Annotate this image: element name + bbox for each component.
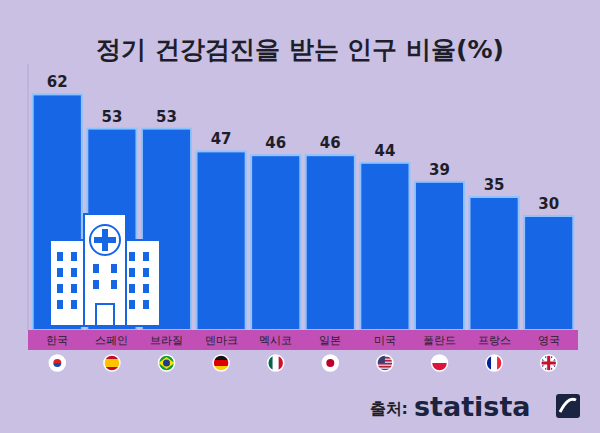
bar: [306, 155, 355, 330]
data-label: 46: [265, 134, 286, 152]
flag-ring: [268, 355, 284, 371]
category-labels: 한국 스페인 브라질 덴마크 멕시코 일본 미국 폴란드 프랑스 영국: [46, 334, 559, 347]
chart: 정기 건강검진을 받는 인구 비율(%) 62 53 53 47 46 46 44 39 35 30…: [0, 0, 600, 433]
category-label: 폴란드: [423, 334, 456, 347]
flag-ring: [49, 355, 65, 371]
data-labels: 62 53 53 47 46 46 44 39 35 30: [47, 73, 559, 213]
flag-ring: [322, 355, 338, 371]
flag: [431, 354, 449, 372]
category-label: 영국: [538, 334, 560, 347]
data-label: 62: [47, 73, 68, 91]
flag-ring: [104, 355, 120, 371]
flag-ring: [377, 355, 393, 371]
flag: [540, 354, 558, 372]
flag: [267, 354, 285, 372]
source: statista: [414, 391, 531, 422]
flag-ring: [541, 355, 557, 371]
category-label: 한국: [46, 334, 68, 347]
hospital-windows: [57, 252, 149, 309]
flag-ring: [486, 355, 502, 371]
flag: [321, 354, 339, 372]
category-label: 미국: [374, 334, 396, 347]
category-label: 일본: [319, 334, 341, 347]
flag-ring: [432, 355, 448, 371]
bar: [360, 163, 409, 330]
flag: [485, 354, 503, 372]
source-label: 출처:: [370, 399, 408, 418]
flag-ring: [159, 355, 175, 371]
flag: [158, 354, 176, 372]
bar: [470, 197, 519, 330]
data-label: 30: [538, 195, 559, 213]
data-label: 53: [101, 108, 122, 126]
flag: [212, 354, 230, 372]
category-label: 브라질: [150, 334, 183, 347]
background: [0, 0, 600, 433]
flag: [103, 354, 121, 372]
data-label: 46: [320, 134, 341, 152]
category-band: [28, 330, 578, 350]
flag-ring: [213, 355, 229, 371]
bar: [251, 155, 300, 330]
category-label: 스페인: [95, 334, 128, 347]
bars: [33, 94, 574, 330]
bar: [197, 151, 246, 330]
title: 정기 건강검진을 받는 인구 비율(%): [96, 35, 504, 64]
value-axis-line: [28, 64, 29, 330]
source-logo: [556, 394, 580, 418]
flag: [48, 354, 66, 372]
data-label: 44: [374, 142, 395, 160]
category-label: 프랑스: [478, 334, 511, 347]
bar: [415, 182, 464, 330]
hospital-door: [96, 304, 114, 326]
data-label: 47: [211, 130, 232, 148]
category-label: 멕시코: [259, 334, 292, 347]
data-label: 53: [156, 108, 177, 126]
data-label: 35: [484, 176, 505, 194]
chart-root: 정기 건강검진을 받는 인구 비율(%) 62 53 53 47 46 46 44 39 35 30…: [0, 0, 600, 433]
data-label: 39: [429, 161, 450, 179]
hospital-icon: [50, 214, 160, 326]
category-label: 덴마크: [205, 334, 238, 347]
hospital-cross: [94, 229, 116, 251]
bar: [524, 216, 573, 330]
flag: [376, 354, 394, 371]
